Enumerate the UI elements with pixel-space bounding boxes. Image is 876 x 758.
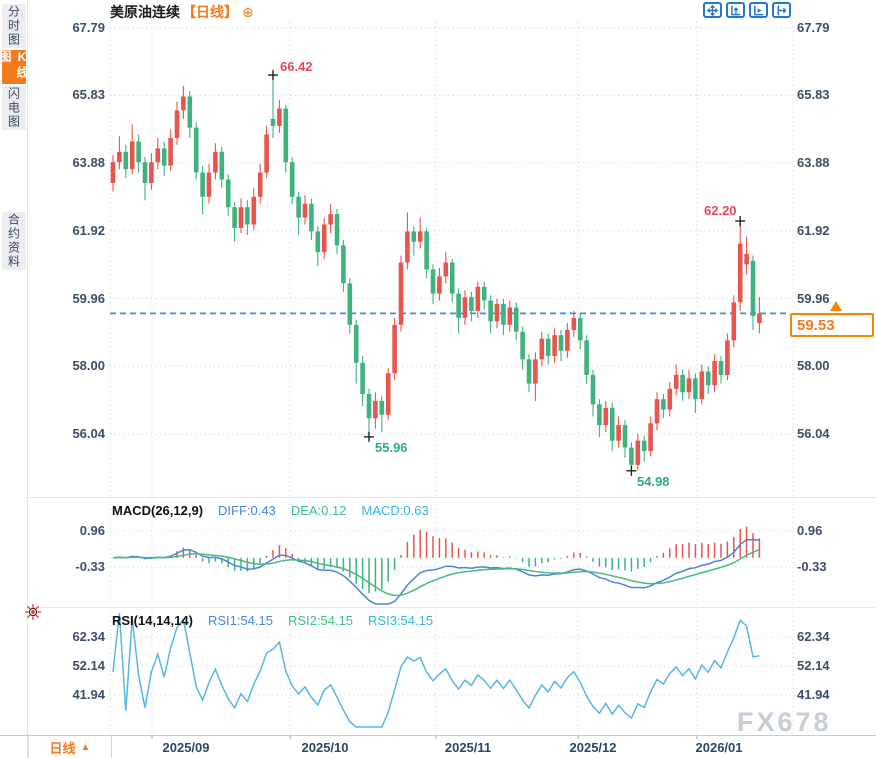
main-y-axis-label-left: 56.04	[72, 426, 105, 442]
rsi2-value: RSI2:54.15	[287, 613, 354, 628]
main-y-axis-label-right: 65.83	[797, 87, 830, 103]
macd-dea-value: DEA:0.12	[290, 503, 347, 518]
rsi-y-axis-label-right: 52.14	[797, 658, 830, 673]
live-indicator-icon[interactable]	[24, 603, 42, 625]
low-annotation-1: 55.96	[375, 440, 408, 455]
main-y-axis-label-left: 58.00	[72, 358, 105, 374]
main-y-axis-label-left: 67.79	[72, 19, 105, 35]
main-y-axis-label-right: 63.88	[797, 154, 830, 170]
main-y-axis-label-right: 67.79	[797, 19, 830, 35]
macd-panel-divider	[28, 497, 876, 498]
sidebar-item-kline-chart[interactable]: K线图	[0, 50, 29, 84]
rsi1-value: RSI1:54.15	[207, 613, 273, 628]
pan-icon[interactable]	[703, 2, 722, 18]
rsi3-value: RSI3:54.15	[368, 613, 434, 628]
macd-header: MACD(26,12,9) DIFF:0.43 DEA:0.12 MACD:0.…	[112, 503, 429, 518]
chart-toolbar	[703, 2, 791, 18]
high-annotation-1: 66.42	[280, 59, 313, 74]
rsi-y-axis-label-left: 41.94	[72, 687, 105, 702]
macd-macd-value: MACD:0.63	[361, 503, 429, 518]
main-y-axis-label-right: 56.04	[797, 426, 830, 442]
rsi-header: RSI(14,14,14) RSI1:54.15 RSI2:54.15 RSI3…	[112, 613, 433, 628]
main-y-axis-label-right: 59.96	[797, 290, 830, 306]
period-arrow-icon: ▲	[80, 741, 91, 753]
watermark: FX678	[737, 707, 832, 737]
expand-icon[interactable]: ⊕	[242, 3, 254, 20]
rsi-name: RSI(14,14,14)	[112, 613, 193, 628]
period-label: 日线	[49, 740, 76, 756]
chart-title-row: 美原油连续 【日线】 ⊕	[110, 3, 254, 21]
macd-y-axis-label-left: 0.96	[79, 523, 105, 538]
fit-horizontal-icon[interactable]	[749, 2, 768, 18]
main-y-axis-label-right: 58.00	[797, 358, 830, 374]
macd-name: MACD(26,12,9)	[112, 503, 204, 518]
last-price-arrow-icon	[830, 301, 842, 311]
time-axis-border	[0, 735, 876, 736]
rsi-panel-divider	[28, 607, 876, 608]
x-axis-month-label: 2025/12	[569, 740, 617, 755]
main-y-axis-label-left: 65.83	[72, 87, 105, 103]
last-price-badge: 59.53	[790, 313, 874, 337]
x-axis-month-label: 2025/10	[301, 740, 349, 755]
x-axis-month-label: 2025/09	[162, 740, 210, 755]
macd-y-axis-label-left: -0.33	[75, 559, 105, 574]
rsi-y-axis-label-right: 62.34	[797, 629, 830, 644]
main-y-axis-label-left: 59.96	[72, 290, 105, 306]
rsi-y-axis-label-right: 41.94	[797, 687, 830, 702]
macd-y-axis-label-right: -0.33	[797, 559, 827, 574]
rsi-y-axis-label-left: 62.34	[72, 629, 105, 644]
instrument-title: 美原油连续	[110, 4, 180, 20]
sidebar-item-contract-info[interactable]: 合约资料	[2, 212, 26, 270]
macd-diff-value: DIFF:0.43	[218, 503, 276, 518]
low-annotation-2: 54.98	[637, 474, 670, 489]
rsi-y-axis-label-left: 52.14	[72, 658, 105, 673]
main-y-axis-label-left: 63.88	[72, 154, 105, 170]
macd-y-axis-label-right: 0.96	[797, 523, 823, 538]
x-axis-month-label: 2025/11	[444, 740, 492, 755]
x-axis-month-label: 2026/01	[695, 740, 743, 755]
sidebar-item-lightning-chart[interactable]: 闪电图	[2, 86, 26, 130]
high-annotation-2: 62.20	[704, 203, 737, 218]
fit-vertical-icon[interactable]	[726, 2, 745, 18]
go-latest-icon[interactable]	[772, 2, 791, 18]
sidebar-item-time-chart[interactable]: 分时图	[2, 4, 26, 48]
main-y-axis-label-right: 61.92	[797, 222, 830, 238]
main-y-axis-label-left: 61.92	[72, 222, 105, 238]
period-selector[interactable]: 日线 ▲	[28, 736, 112, 758]
period-tag: 【日线】	[182, 4, 238, 20]
